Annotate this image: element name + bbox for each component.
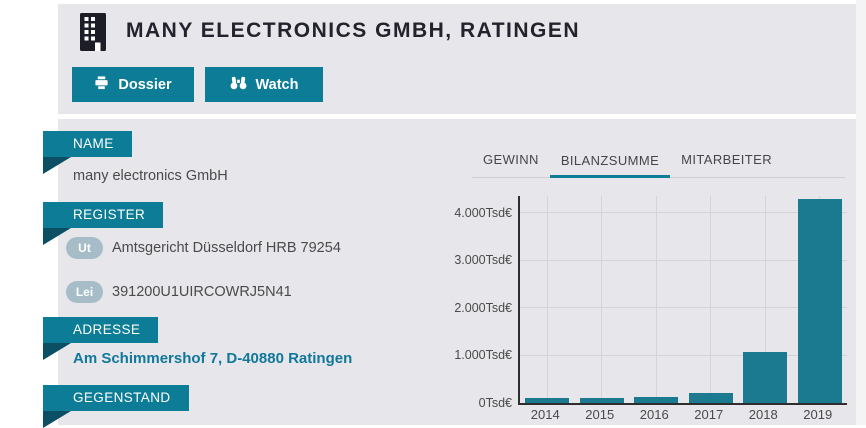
lei-value: 391200U1UIRCOWRJ5N41 (112, 284, 292, 300)
gridline (764, 196, 766, 403)
x-tick-label: 2018 (748, 407, 778, 422)
printer-icon (94, 75, 109, 94)
binoculars-icon (230, 76, 247, 94)
x-tick-label: 2017 (694, 407, 724, 422)
gridline (520, 259, 847, 261)
y-tick-label: 1.000Tsd€ (454, 348, 512, 363)
gridline (520, 354, 847, 356)
gridline (520, 212, 847, 214)
tab-gewinn[interactable]: GEWINN (483, 152, 539, 167)
x-tick-label: 2014 (530, 407, 560, 422)
chart-x-axis: 2014 2015 2016 2017 2018 2019 (518, 407, 845, 422)
register-type-badge: Ut (66, 237, 103, 259)
gridline (655, 196, 657, 403)
section-label-register: REGISTER (43, 202, 164, 228)
chart-bar-2017 (688, 393, 733, 403)
tabs-bar: GEWINN BILANZSUMME MITARBEITER (472, 149, 845, 178)
dossier-button[interactable]: Dossier (72, 67, 194, 102)
company-detail-panel (58, 119, 856, 425)
y-tick-label: 0Tsd€ (478, 395, 512, 410)
watch-button[interactable]: Watch (205, 67, 323, 102)
gridline (546, 196, 548, 403)
tab-mitarbeiter[interactable]: MITARBEITER (681, 152, 772, 167)
lei-badge: Lei (66, 281, 103, 303)
y-tick-label: 3.000Tsd€ (454, 253, 512, 268)
register-court-value: Amtsgericht Düsseldorf HRB 79254 (112, 240, 341, 256)
x-tick-label: 2019 (803, 407, 833, 422)
chart-y-axis: 0Tsd€ 1.000Tsd€ 2.000Tsd€ 3.000Tsd€ 4.000Tsd… (440, 196, 512, 410)
watch-button-label: Watch (255, 76, 299, 93)
chart-bar-2019 (797, 198, 842, 403)
gridline (710, 196, 712, 403)
right-margin-strip (856, 0, 866, 425)
chart-bar-2014 (525, 397, 570, 403)
section-label-name: NAME (43, 131, 132, 157)
chart-bar-2016 (634, 397, 679, 403)
section-label-gegenstand: GEGENSTAND (43, 385, 189, 411)
chart-bar-2018 (743, 351, 788, 403)
x-tick-label: 2015 (585, 407, 615, 422)
section-label-adresse: ADRESSE (43, 317, 159, 343)
tab-bilanzsumme[interactable]: BILANZSUMME (549, 150, 671, 178)
gridline (520, 307, 847, 309)
company-name-value: many electronics GmbH (73, 168, 228, 184)
address-link[interactable]: Am Schimmershof 7, D-40880 Ratingen (73, 350, 353, 367)
dossier-button-label: Dossier (118, 76, 172, 93)
gridline (601, 196, 603, 403)
x-tick-label: 2016 (639, 407, 669, 422)
building-icon (80, 13, 106, 56)
chart-bar-2015 (579, 398, 624, 403)
y-tick-label: 4.000Tsd€ (454, 205, 512, 220)
chart-plot (518, 196, 847, 405)
page-title: MANY ELECTRONICS GMBH, RATINGEN (126, 19, 581, 42)
y-tick-label: 2.000Tsd€ (454, 300, 512, 315)
